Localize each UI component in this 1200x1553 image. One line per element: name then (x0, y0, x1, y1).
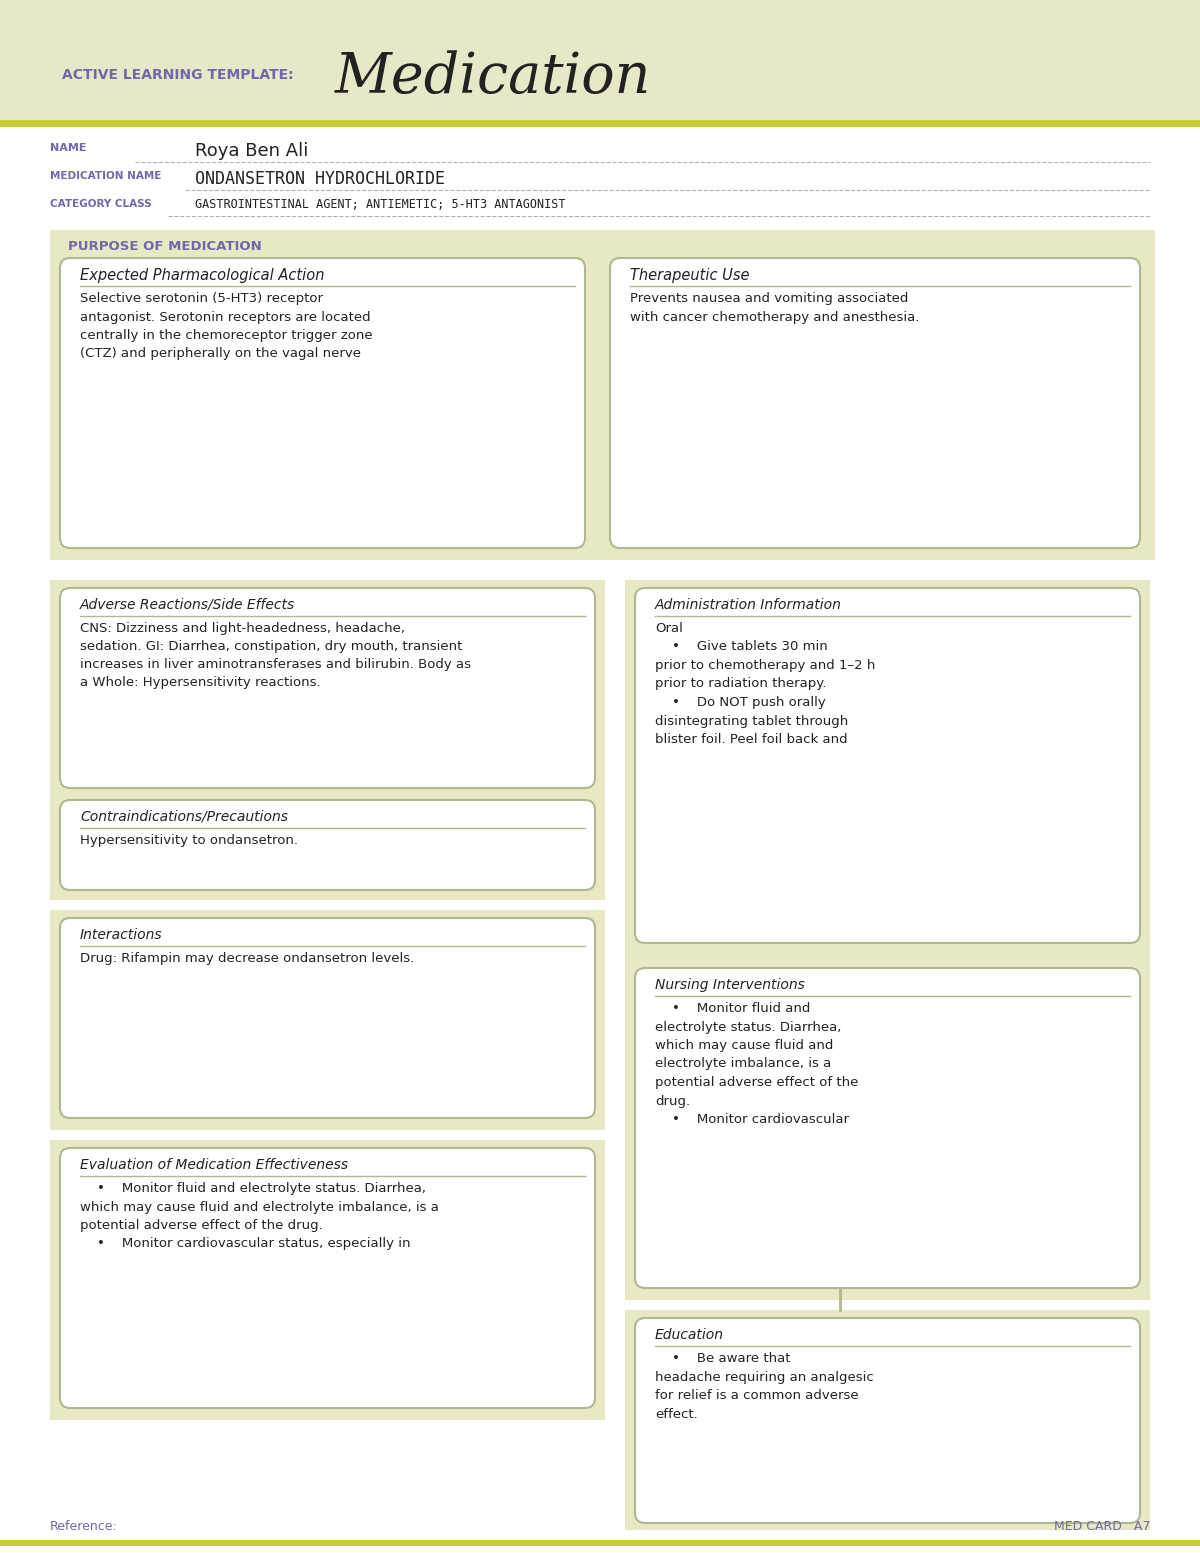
Text: Evaluation of Medication Effectiveness: Evaluation of Medication Effectiveness (80, 1159, 348, 1173)
Bar (0, 120, 1200, 127)
Text: •    Monitor fluid and electrolyte status. Diarrhea,
which may cause fluid and e: • Monitor fluid and electrolyte status. … (80, 1182, 439, 1250)
FancyBboxPatch shape (60, 589, 595, 787)
FancyBboxPatch shape (60, 258, 586, 548)
Bar (625, 579, 1150, 1151)
Bar (50, 230, 1154, 561)
Text: Prevents nausea and vomiting associated
with cancer chemotherapy and anesthesia.: Prevents nausea and vomiting associated … (630, 292, 919, 323)
Text: MED CARD   A7: MED CARD A7 (1054, 1520, 1150, 1533)
Text: Reference:: Reference: (50, 1520, 118, 1533)
Text: Oral
    •    Give tablets 30 min
prior to chemotherapy and 1–2 h
prior to radia: Oral • Give tablets 30 min prior to chem… (655, 623, 875, 745)
Bar (0, 1541, 1200, 1545)
FancyBboxPatch shape (60, 918, 595, 1118)
Text: Adverse Reactions/Side Effects: Adverse Reactions/Side Effects (80, 598, 295, 612)
Text: Therapeutic Use: Therapeutic Use (630, 269, 750, 283)
FancyBboxPatch shape (635, 1318, 1140, 1523)
Text: •    Monitor fluid and
electrolyte status. Diarrhea,
which may cause fluid and
e: • Monitor fluid and electrolyte status. … (655, 1002, 858, 1126)
FancyBboxPatch shape (610, 258, 1140, 548)
Text: Interactions: Interactions (80, 929, 163, 943)
Text: Administration Information: Administration Information (655, 598, 842, 612)
Bar (50, 1140, 605, 1419)
FancyBboxPatch shape (635, 968, 1140, 1287)
Text: CATEGORY CLASS: CATEGORY CLASS (50, 199, 151, 210)
FancyBboxPatch shape (60, 800, 595, 890)
Text: Contraindications/Precautions: Contraindications/Precautions (80, 811, 288, 825)
Text: Nursing Interventions: Nursing Interventions (655, 978, 805, 992)
Text: Expected Pharmacological Action: Expected Pharmacological Action (80, 269, 324, 283)
Bar (0, 0, 1200, 123)
FancyBboxPatch shape (60, 1148, 595, 1409)
Text: ONDANSETRON HYDROCHLORIDE: ONDANSETRON HYDROCHLORIDE (194, 169, 445, 188)
Text: NAME: NAME (50, 143, 86, 154)
Text: •    Be aware that
headache requiring an analgesic
for relief is a common advers: • Be aware that headache requiring an an… (655, 1353, 874, 1421)
Text: MEDICATION NAME: MEDICATION NAME (50, 171, 161, 182)
Bar (625, 960, 1150, 1300)
Text: Hypersensitivity to ondansetron.: Hypersensitivity to ondansetron. (80, 834, 298, 846)
Text: ACTIVE LEARNING TEMPLATE:: ACTIVE LEARNING TEMPLATE: (62, 68, 294, 82)
FancyBboxPatch shape (635, 589, 1140, 943)
Bar (50, 910, 605, 1131)
Text: Selective serotonin (5-HT3) receptor
antagonist. Serotonin receptors are located: Selective serotonin (5-HT3) receptor ant… (80, 292, 373, 360)
Text: GASTROINTESTINAL AGENT; ANTIEMETIC; 5-HT3 ANTAGONIST: GASTROINTESTINAL AGENT; ANTIEMETIC; 5-HT… (194, 197, 565, 211)
Text: Education: Education (655, 1328, 724, 1342)
Text: Drug: Rifampin may decrease ondansetron levels.: Drug: Rifampin may decrease ondansetron … (80, 952, 414, 964)
Bar (50, 579, 605, 901)
Text: Medication: Medication (335, 51, 652, 106)
Bar (625, 1311, 1150, 1530)
Text: CNS: Dizziness and light-headedness, headache,
sedation. GI: Diarrhea, constipat: CNS: Dizziness and light-headedness, hea… (80, 623, 470, 690)
Text: PURPOSE OF MEDICATION: PURPOSE OF MEDICATION (68, 241, 262, 253)
Text: Roya Ben Ali: Roya Ben Ali (194, 141, 308, 160)
